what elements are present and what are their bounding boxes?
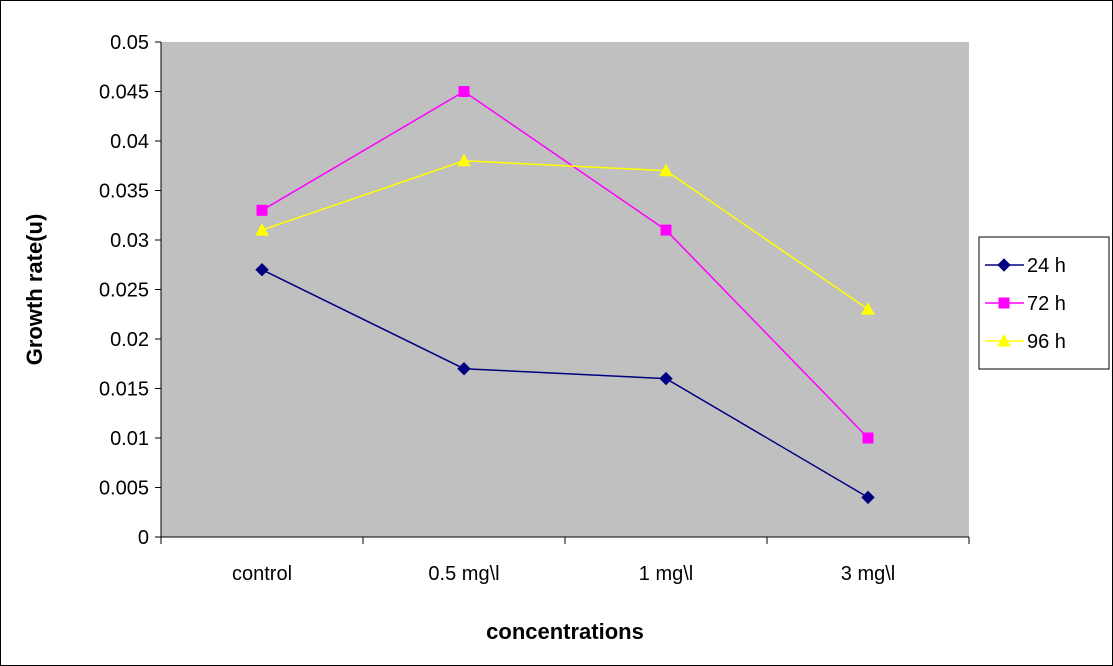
plot-area	[161, 42, 969, 537]
y-tick-label: 0.03	[110, 230, 149, 252]
data-point	[458, 86, 470, 97]
y-axis: 0 0.005 0.01 0.015 0.02 0.025 0.03 0.035 0.04 0.0…	[99, 32, 162, 549]
series-line	[261, 160, 869, 310]
series-line	[261, 90, 869, 439]
data-point	[457, 153, 471, 167]
y-tick-label: 0	[138, 527, 149, 549]
x-tick-label: 3 mg\l	[841, 563, 895, 585]
data-point	[457, 361, 471, 376]
data-point	[660, 224, 672, 236]
series-layer	[255, 86, 875, 505]
y-tick-label: 0.005	[99, 478, 149, 500]
data-point	[862, 432, 874, 444]
legend-marker	[997, 258, 1011, 272]
legend-label: 72 h	[1027, 293, 1066, 315]
data-point	[659, 163, 673, 177]
x-tick-label: 1 mg\l	[639, 563, 693, 585]
data-point	[861, 490, 875, 505]
legend-marker	[998, 297, 1010, 309]
y-tick-label: 0.025	[99, 280, 149, 302]
series-0	[255, 262, 875, 505]
y-tick-label: 0.015	[99, 379, 149, 401]
x-axis: control 0.5 mg\l 1 mg\l 3 mg\l	[160, 536, 970, 585]
data-point	[255, 262, 269, 277]
y-tick-label: 0.01	[110, 428, 149, 450]
data-point	[659, 371, 673, 386]
legend-label: 24 h	[1027, 255, 1066, 277]
legend: 24 h 72 h 96 h	[978, 236, 1110, 370]
legend-marker	[997, 333, 1011, 347]
y-tick-label: 0.02	[110, 329, 149, 351]
y-tick-label: 0.045	[99, 82, 149, 104]
legend-label: 96 h	[1027, 331, 1066, 353]
x-axis-title: concentrations	[486, 619, 644, 644]
series-2	[255, 153, 875, 315]
x-tick-label: control	[232, 563, 292, 585]
data-point	[256, 204, 268, 216]
data-point	[861, 302, 875, 315]
data-point	[255, 223, 269, 236]
series-1	[256, 86, 874, 444]
series-line	[261, 269, 869, 499]
y-tick-label: 0.04	[110, 131, 149, 153]
y-tick-label: 0.05	[110, 32, 149, 54]
y-tick-label: 0.035	[99, 181, 149, 203]
x-tick-label: 0.5 mg\l	[428, 563, 499, 585]
y-axis-title: Growth rate(u)	[22, 214, 47, 366]
